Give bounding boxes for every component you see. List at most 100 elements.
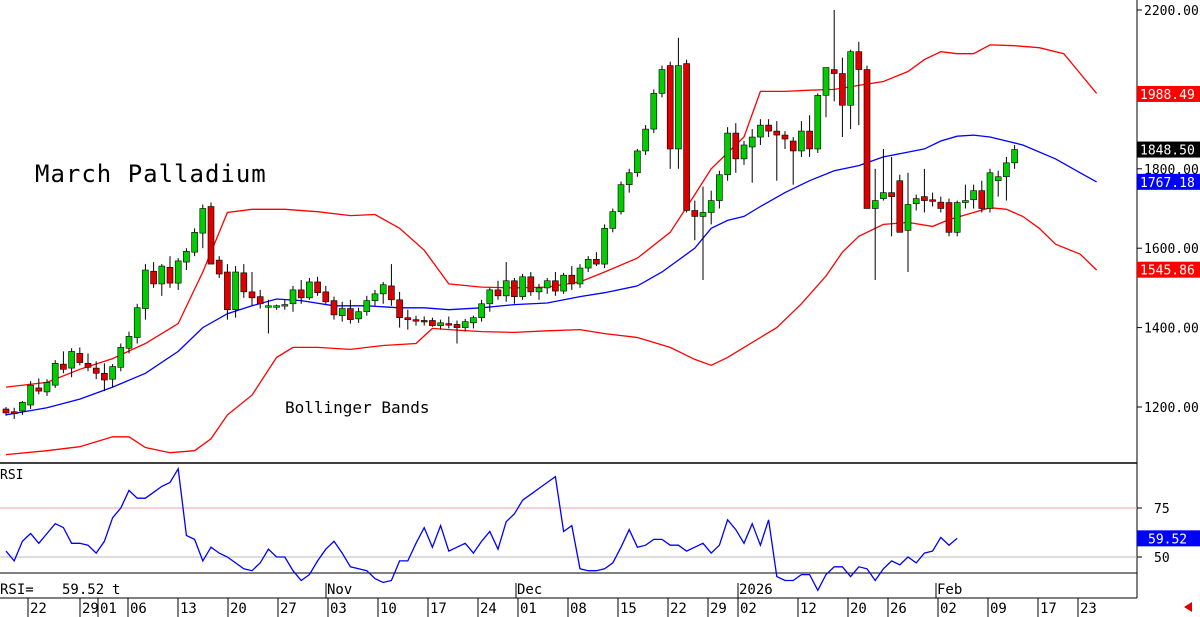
price-value-label: 1848.50 xyxy=(1140,144,1195,159)
candle-body xyxy=(322,291,330,303)
candle-body xyxy=(568,274,576,285)
candle-body xyxy=(962,200,969,203)
candle-body xyxy=(789,140,797,152)
scroll-left-arrow-icon[interactable] xyxy=(1184,602,1192,612)
candle-body xyxy=(929,199,936,202)
candle-body xyxy=(740,144,748,160)
rsi-readout-value: 59.52 xyxy=(62,582,104,598)
candle-body xyxy=(437,322,444,326)
candle-body xyxy=(388,285,395,301)
candle-body xyxy=(888,192,895,197)
candle-body xyxy=(896,180,904,233)
price-tick-label: 2200.00 xyxy=(1144,4,1199,19)
candle-body xyxy=(19,401,26,412)
date-tick-label: 29 xyxy=(82,601,99,617)
candle-body xyxy=(519,276,526,297)
rsi-line xyxy=(5,466,958,592)
rsi-value-label: 59.52 xyxy=(1148,532,1187,547)
candle-body xyxy=(732,132,740,160)
candle-body xyxy=(683,63,690,211)
candle-body xyxy=(806,130,813,150)
candle-body xyxy=(142,269,149,309)
price-value-box xyxy=(1137,85,1200,102)
price-value-box xyxy=(1137,141,1200,158)
candle-body xyxy=(986,172,994,209)
candle-body xyxy=(338,308,346,316)
candle-body xyxy=(371,293,379,301)
candle-body xyxy=(658,69,666,94)
date-tick-label: 03 xyxy=(330,601,347,617)
chart-title: March Palladium xyxy=(35,160,267,188)
candle-body xyxy=(265,305,272,308)
candle-body xyxy=(953,202,961,233)
candle-body xyxy=(347,308,354,320)
candle-body xyxy=(470,317,477,324)
candle-body xyxy=(10,411,18,415)
candle-body xyxy=(453,324,461,328)
candle-body xyxy=(60,363,67,370)
candle-body xyxy=(1003,162,1010,178)
candle-body xyxy=(289,289,297,305)
candle-body xyxy=(355,311,362,320)
rsi-readout-label: RSI= xyxy=(0,582,34,598)
date-tick-label: 24 xyxy=(480,601,497,617)
candle-body xyxy=(215,259,223,275)
axis-leading-text: t xyxy=(112,582,120,598)
date-tick-label: 26 xyxy=(890,601,907,617)
date-tick-label: 12 xyxy=(800,601,817,617)
price-tick-label: 1400.00 xyxy=(1144,322,1199,337)
candle-body xyxy=(502,280,510,297)
candle-body xyxy=(224,271,231,311)
month-label: Feb xyxy=(937,582,962,598)
month-label: Nov xyxy=(327,582,352,598)
candle-body xyxy=(183,251,190,263)
candle-body xyxy=(396,299,403,318)
candle-body xyxy=(634,150,641,174)
price-tick-label: 1200.00 xyxy=(1144,401,1199,416)
date-tick-label: 23 xyxy=(1080,601,1097,617)
date-tick-label: 29 xyxy=(710,601,727,617)
price-tick-label: 1600.00 xyxy=(1144,242,1199,257)
date-tick-label: 17 xyxy=(430,601,447,617)
candle-body xyxy=(191,232,198,253)
candle-body xyxy=(601,228,608,265)
date-tick-label: 10 xyxy=(380,601,397,617)
candle-body xyxy=(863,69,871,209)
candle-body xyxy=(675,65,682,150)
candle-body xyxy=(560,274,567,292)
candle-body xyxy=(781,134,789,140)
candle-body xyxy=(2,408,10,414)
candle-body xyxy=(839,73,846,106)
candle-body xyxy=(584,259,592,269)
candle-body xyxy=(158,265,166,285)
candle-body xyxy=(273,305,280,308)
candle-body xyxy=(511,280,518,297)
rsi-tick-label: 50 xyxy=(1154,551,1170,566)
candle-body xyxy=(847,51,854,106)
candle-body xyxy=(822,67,830,96)
price-value-box xyxy=(1137,173,1200,190)
candle-body xyxy=(912,198,920,205)
rsi-panel-title: RSI xyxy=(0,468,23,483)
candle-body xyxy=(486,289,494,305)
candle-body xyxy=(174,260,182,284)
date-tick-label: 20 xyxy=(230,601,247,617)
date-tick-label: 17 xyxy=(1040,601,1057,617)
candle-body xyxy=(314,281,321,293)
price-value-labels: 1988.49 1848.50 1767.18 1545.86 xyxy=(1137,85,1200,279)
candle-body xyxy=(27,384,34,406)
date-tick-label: 01 xyxy=(520,601,537,617)
price-value-box xyxy=(1137,261,1200,278)
candle-body xyxy=(412,319,420,322)
upper-bollinger-band xyxy=(5,44,1098,388)
rsi-axis-ticks: 75 50 xyxy=(1137,502,1170,566)
candle-body xyxy=(904,204,912,231)
candle-body xyxy=(527,276,535,293)
candle-body xyxy=(978,190,986,209)
candle-body xyxy=(35,387,43,392)
candle-body xyxy=(133,307,141,338)
price-value-label: 1988.49 xyxy=(1140,88,1195,103)
candle-body xyxy=(716,174,723,201)
candle-body xyxy=(625,172,633,185)
